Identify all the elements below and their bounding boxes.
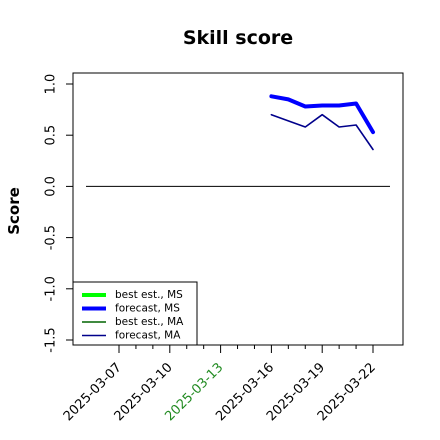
- y-tick-label: 0.5: [44, 125, 59, 146]
- y-axis-label: Score: [5, 187, 23, 235]
- y-tick-label: -1.5: [44, 327, 59, 352]
- chart-title: Skill score: [183, 27, 293, 49]
- y-tick-label: -1.0: [44, 276, 59, 301]
- legend-box: [72, 281, 198, 346]
- series-line: [269, 94, 375, 135]
- legend-entry-label: forecast, MA: [115, 330, 181, 342]
- series-lines: [269, 94, 375, 151]
- legend-entry-label: best est., MS: [115, 289, 183, 301]
- legend-entry-label: best est., MA: [115, 316, 184, 328]
- legend-entry-label: forecast, MS: [115, 303, 180, 315]
- y-tick-label: 0.0: [44, 176, 59, 197]
- y-tick-label: -0.5: [44, 225, 59, 250]
- y-tick-label: 1.0: [44, 74, 59, 95]
- series-line: [270, 113, 374, 151]
- y-axis: 1.0 0.5 0.0 -0.5 -1.0 -1.5: [44, 74, 73, 353]
- x-axis: 2025-03-072025-03-102025-03-132025-03-16…: [61, 345, 379, 424]
